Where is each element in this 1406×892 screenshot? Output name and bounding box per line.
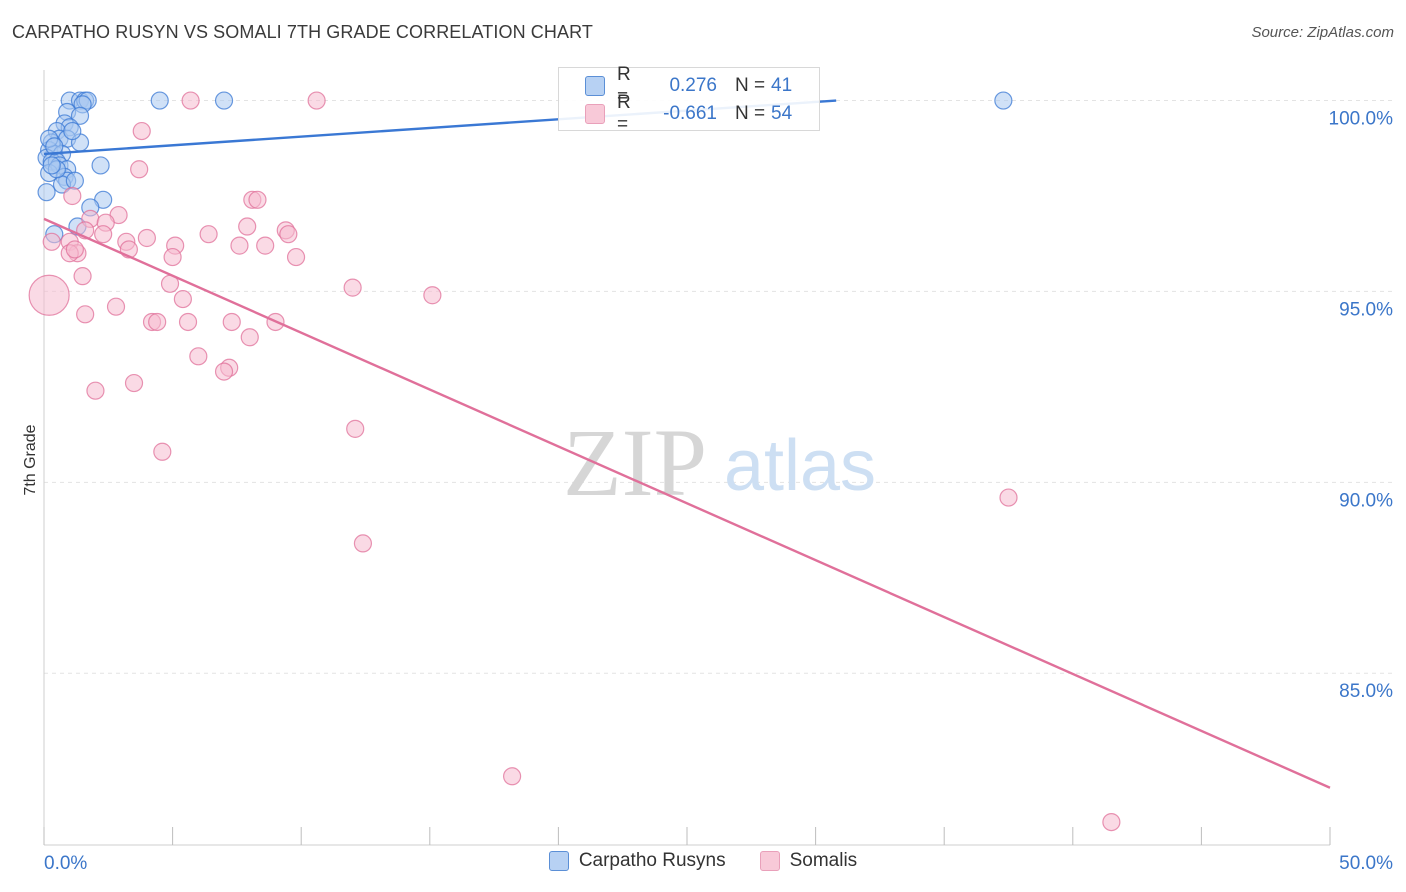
somali-point [999, 488, 1018, 507]
somali-point [148, 312, 167, 332]
somali-point [178, 312, 198, 332]
somali-point [132, 121, 151, 141]
carpatho-point [214, 91, 234, 110]
somali-point [1102, 812, 1121, 832]
somali-point [189, 347, 208, 366]
somali-point [173, 289, 192, 309]
somali-point [343, 278, 362, 297]
carpatho-point [45, 137, 64, 156]
y-tick-label: 100.0% [1329, 109, 1394, 130]
somali-point [42, 232, 61, 251]
y-tick-label: 95.0% [1339, 299, 1393, 320]
somali-point [503, 767, 522, 786]
legend-swatch-blue [548, 851, 569, 871]
carpatho-point [91, 156, 110, 175]
somali-point [76, 305, 95, 324]
legend-item-carpatho[interactable]: Carpatho Rusyns [548, 850, 726, 872]
somali-point [124, 373, 144, 393]
carpatho-point [70, 106, 90, 125]
legend-r-label: R = [617, 92, 631, 135]
legend-row-somali: R = -0.661 N = 54 [585, 92, 793, 135]
legend-r-label: R = [617, 64, 631, 107]
watermark-atlas: atlas [724, 426, 876, 506]
somali-point [307, 91, 326, 110]
stats-legend: R = 0.276 N = 41 R = -0.661 N = 54 [558, 64, 820, 135]
legend-item-somali[interactable]: Somalis [759, 850, 858, 872]
legend-swatch-blue [585, 76, 605, 96]
somali-point [63, 186, 82, 206]
somali-point [240, 328, 259, 347]
somali-point [65, 240, 84, 259]
somali-point [214, 362, 234, 381]
carpatho-point [150, 91, 169, 110]
legend-label-somali: Somalis [789, 850, 858, 871]
somali-point [286, 247, 306, 267]
somali-point [73, 267, 92, 286]
bottom-legend: Carpatho Rusyns Somalis [0, 850, 1406, 872]
legend-n-value: 41 [771, 75, 793, 96]
grid-lines [44, 100, 1394, 674]
data-points [28, 91, 1121, 832]
watermark-zip: ZIP [563, 409, 707, 516]
y-tick-label: 85.0% [1339, 681, 1393, 702]
somali-point [353, 534, 373, 553]
legend-swatch-pink [585, 104, 605, 124]
legend-r-value: -0.661 [663, 103, 717, 124]
somali-point [106, 297, 126, 316]
somali-point [279, 225, 298, 244]
somali-point [423, 286, 442, 305]
legend-n-value: 54 [771, 103, 793, 124]
somali-point [153, 442, 172, 461]
legend-label-carpatho: Carpatho Rusyns [578, 850, 726, 871]
carpatho-point [42, 156, 61, 175]
somali-point [238, 217, 257, 236]
legend-n-label: N = [735, 103, 766, 124]
axis-ticks: 85.0% 90.0% 95.0% 100.0% [43, 109, 1394, 845]
somali-point [137, 228, 156, 248]
somali-point [86, 381, 105, 400]
legend-row-carpatho: R = 0.276 N = 41 [585, 64, 793, 107]
legend-n-label: N = [735, 75, 766, 96]
somali-point [94, 225, 113, 244]
y-axis-label: 7th Grade [22, 424, 39, 495]
x-tick-label-max: 50.0% [1339, 853, 1393, 874]
somali-point [199, 225, 218, 244]
somali-point [222, 312, 241, 332]
legend-swatch-pink [759, 851, 780, 871]
chart-title: CARPATHO RUSYN VS SOMALI 7TH GRADE CORRE… [12, 22, 593, 42]
somali-point [181, 91, 200, 110]
y-tick-label: 90.0% [1339, 490, 1393, 511]
source-label: Source: ZipAtlas.com [1251, 24, 1394, 41]
x-tick-label-min: 0.0% [44, 853, 87, 874]
carpatho-point [994, 91, 1013, 110]
somali-point [248, 190, 267, 209]
carpatho-point [65, 171, 84, 190]
somali-point [230, 236, 249, 255]
carpatho-point [63, 121, 82, 141]
somali-point [28, 274, 70, 316]
somali-trend-line [43, 217, 1331, 789]
somali-point [163, 247, 182, 267]
somali-point [130, 160, 149, 179]
legend-r-value: 0.276 [669, 75, 717, 96]
somali-point [256, 236, 275, 255]
somali-point [346, 419, 365, 438]
carpatho-point [37, 183, 56, 202]
